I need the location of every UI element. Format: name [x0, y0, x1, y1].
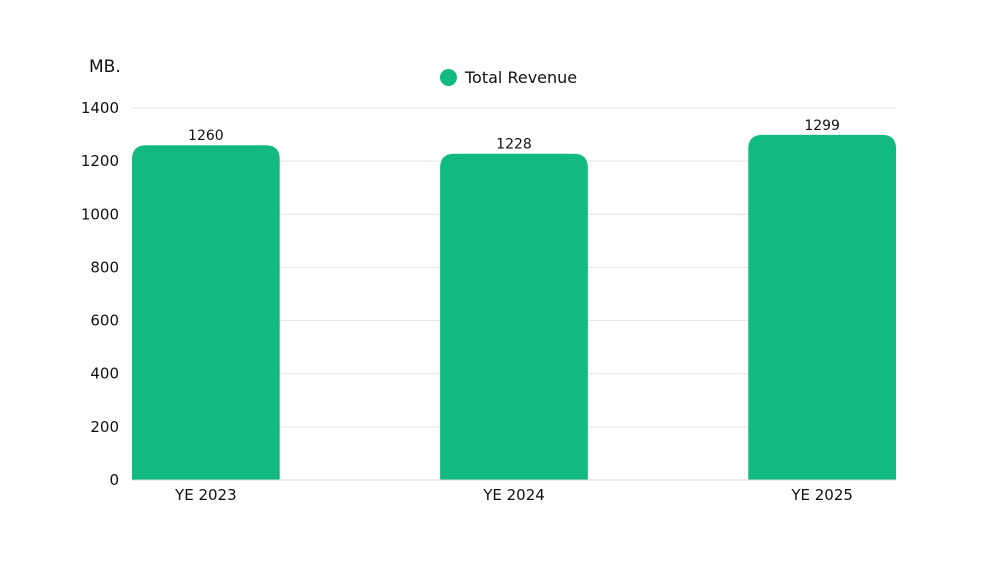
- data-labels: 1260 1228 1299: [188, 118, 840, 153]
- data-label: 1299: [804, 118, 840, 134]
- legend-swatch-total-revenue: [440, 69, 457, 86]
- bar-ye-2023: [132, 145, 280, 480]
- y-axis-unit-label: MB.: [89, 57, 121, 77]
- chart-legend: Total Revenue: [440, 68, 577, 87]
- y-tick-label: 1200: [81, 152, 119, 170]
- y-tick-label: 0: [109, 471, 119, 489]
- y-axis-ticks: 0 200 400 600 800 1000 1200 1400: [81, 99, 119, 489]
- x-tick-label: YE 2025: [790, 486, 853, 504]
- bar-ye-2025: [748, 134, 896, 480]
- y-tick-label: 1000: [81, 205, 119, 223]
- y-tick-label: 800: [90, 258, 119, 276]
- legend-label-total-revenue: Total Revenue: [465, 68, 578, 87]
- y-tick-label: 1400: [81, 99, 119, 117]
- data-label: 1228: [496, 137, 532, 153]
- x-tick-label: YE 2024: [482, 486, 545, 504]
- data-label: 1260: [188, 128, 224, 144]
- bars: [132, 134, 896, 480]
- x-axis-ticks: YE 2023 YE 2024 YE 2025: [174, 486, 853, 504]
- y-tick-label: 600: [90, 312, 119, 330]
- y-tick-label: 200: [90, 418, 119, 436]
- y-tick-label: 400: [90, 365, 119, 383]
- x-tick-label: YE 2023: [174, 486, 237, 504]
- bar-ye-2024: [440, 153, 588, 480]
